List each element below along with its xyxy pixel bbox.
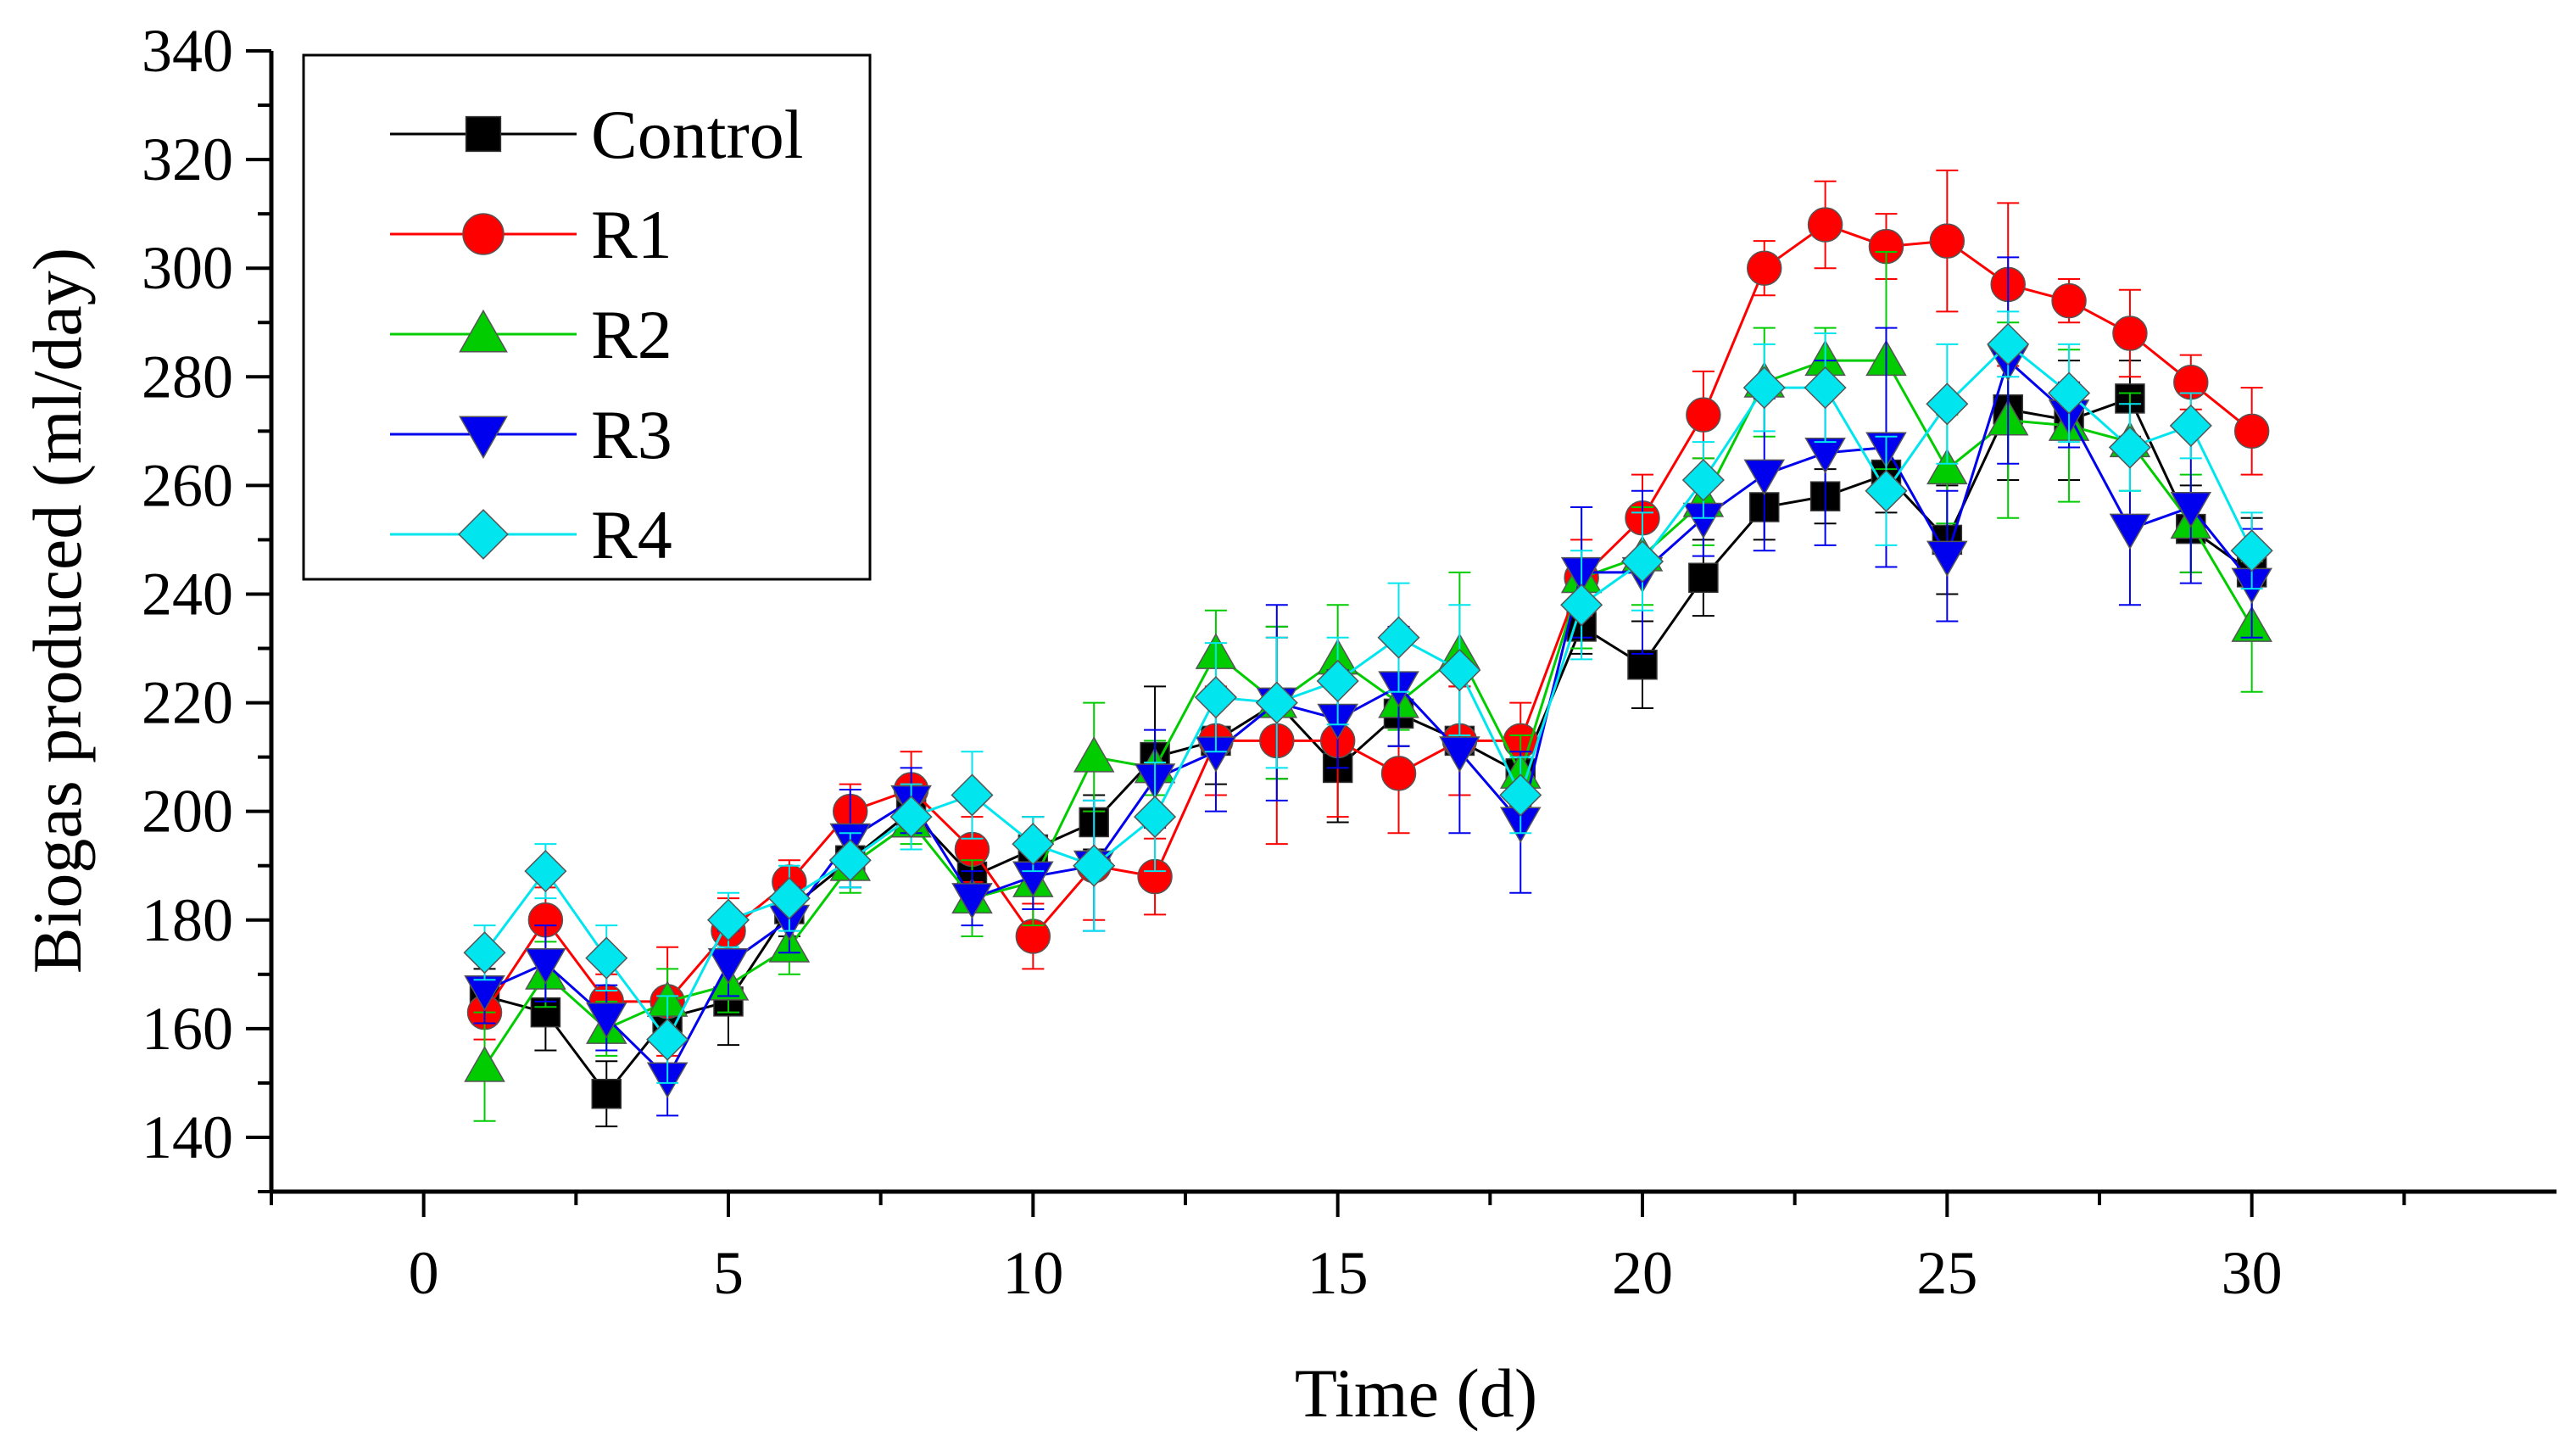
legend-marker-r4 — [458, 509, 509, 560]
point-r4 — [1377, 616, 1420, 659]
x-tick-label: 30 — [2222, 1239, 2283, 1307]
y-tick-label: 180 — [142, 886, 233, 954]
point-r4 — [2108, 426, 2151, 469]
legend-marker-r2 — [459, 309, 508, 353]
y-tick-label: 300 — [142, 234, 233, 302]
point-r3 — [1926, 540, 1968, 578]
point-r4 — [646, 1018, 689, 1061]
y-tick-label: 280 — [142, 343, 233, 410]
point-r4 — [1804, 366, 1847, 410]
legend-label-r3: R3 — [591, 396, 672, 473]
legend-label-r1: R1 — [591, 196, 672, 273]
legend-box — [302, 53, 872, 581]
point-r4 — [1316, 659, 1359, 703]
y-tick-label: 160 — [142, 995, 233, 1063]
point-r4 — [1926, 383, 1969, 426]
point-r2 — [1926, 448, 1968, 485]
point-r1 — [1929, 223, 1965, 259]
legend-item-r4: R4 — [390, 496, 672, 573]
y-tick-label: 140 — [142, 1103, 233, 1171]
point-r3 — [585, 1002, 627, 1039]
x-tick-label: 15 — [1308, 1239, 1369, 1307]
point-r4 — [2169, 404, 2212, 447]
point-r1 — [1686, 397, 1721, 433]
point-r4 — [463, 931, 506, 975]
y-tick-label: 260 — [142, 451, 233, 519]
point-r4 — [585, 936, 628, 980]
x-axis-title: Time (d) — [1295, 1354, 1537, 1432]
point-r4 — [2048, 371, 2091, 415]
legend-marker-r1 — [462, 213, 505, 255]
x-tick-label: 25 — [1916, 1239, 1977, 1307]
point-r4 — [1865, 469, 1908, 512]
y-axis-title: Biogas produced (ml/day) — [19, 248, 96, 974]
y-tick-label: 340 — [142, 17, 233, 85]
y-tick-label: 320 — [142, 126, 233, 193]
point-r3 — [2109, 513, 2151, 550]
legend-marker-control — [465, 115, 502, 153]
point-r1 — [2233, 413, 2270, 450]
legend-label-control: Control — [591, 96, 804, 173]
point-r3 — [707, 948, 750, 985]
legend-item-r1: R1 — [390, 196, 672, 273]
legend-marker-r3 — [459, 416, 508, 460]
point-r1 — [1807, 207, 1843, 243]
series-r4 — [463, 310, 2273, 1084]
point-r4 — [1560, 584, 1603, 627]
point-r4 — [1073, 844, 1116, 887]
y-tick-label: 200 — [142, 778, 233, 846]
legend-label-r4: R4 — [591, 496, 672, 573]
x-axis-ticks: 0 5 10 15 20 25 30 — [270, 1192, 2406, 1307]
point-r4 — [1012, 823, 1055, 866]
point-r4 — [706, 898, 750, 941]
point-r4 — [1255, 681, 1298, 724]
point-r4 — [2230, 529, 2273, 572]
point-r3 — [2170, 492, 2212, 528]
point-r4 — [1499, 773, 1542, 817]
point-r2 — [464, 1046, 505, 1082]
y-tick-label: 220 — [142, 669, 233, 737]
point-r3 — [1439, 736, 1480, 773]
series-line-control — [484, 397, 2253, 1097]
point-r1 — [2051, 282, 2087, 319]
point-r1 — [1380, 756, 1417, 791]
x-tick-label: 10 — [1002, 1239, 1063, 1307]
point-r3 — [525, 948, 566, 985]
legend-item-r2: R2 — [390, 296, 672, 373]
x-tick-label: 5 — [713, 1239, 744, 1307]
point-r4 — [1194, 676, 1237, 719]
point-r4 — [1134, 796, 1177, 839]
y-axis-ticks: 140 160 180 200 220 240 260 280 300 320 340 — [142, 17, 271, 1193]
legend: Control R1 R2 R3 R4 — [302, 53, 872, 581]
legend-item-control: Control — [390, 96, 804, 173]
point-control — [1688, 562, 1719, 594]
point-control — [591, 1078, 622, 1109]
point-r2 — [1073, 736, 1115, 773]
point-r1 — [2112, 316, 2148, 351]
point-r4 — [767, 877, 811, 920]
x-tick-label: 20 — [1612, 1239, 1673, 1307]
point-r3 — [1743, 459, 1786, 496]
point-r4 — [524, 850, 567, 893]
point-r4 — [828, 839, 872, 882]
point-r3 — [951, 883, 993, 919]
point-r4 — [1987, 322, 2030, 366]
point-r4 — [1681, 458, 1725, 502]
legend-items: Control R1 R2 R3 R4 — [390, 96, 804, 573]
point-control — [1627, 649, 1658, 680]
point-r4 — [889, 796, 933, 839]
y-tick-label: 240 — [142, 560, 233, 628]
legend-item-r3: R3 — [390, 396, 672, 473]
point-r1 — [1746, 250, 1782, 286]
plot-area — [463, 169, 2273, 1128]
point-r4 — [1438, 649, 1481, 692]
point-r4 — [1620, 539, 1664, 584]
legend-label-r2: R2 — [591, 296, 672, 373]
point-r4 — [1742, 366, 1786, 410]
x-tick-label: 0 — [409, 1239, 439, 1307]
point-r4 — [951, 773, 994, 817]
series-line-r3 — [483, 358, 2253, 1080]
